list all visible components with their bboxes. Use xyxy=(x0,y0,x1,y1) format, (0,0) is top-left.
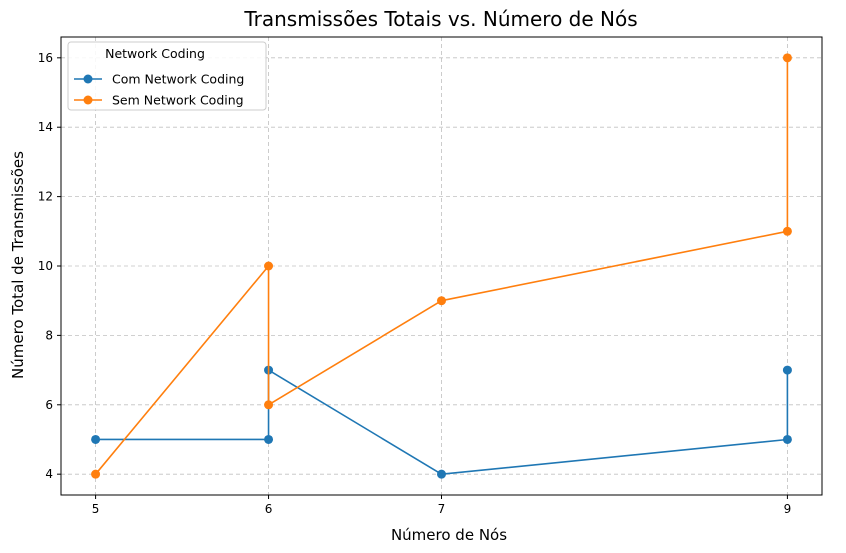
x-tick-label: 5 xyxy=(92,502,100,516)
x-tick-label: 7 xyxy=(438,502,446,516)
data-point xyxy=(782,226,792,236)
y-tick-label: 10 xyxy=(38,259,53,273)
y-tick-label: 16 xyxy=(38,51,53,65)
y-tick-label: 8 xyxy=(45,328,53,342)
data-point xyxy=(437,296,446,306)
chart-title: Transmissões Totais vs. Número de Nós xyxy=(243,7,637,31)
data-point xyxy=(91,434,101,444)
data-point xyxy=(437,469,446,479)
data-point xyxy=(264,434,274,444)
x-tick-label: 9 xyxy=(784,502,792,516)
legend-entry: Com Network Coding xyxy=(112,72,244,87)
legend: Network Coding Com Network Coding Sem Netw… xyxy=(67,41,267,111)
series-1 xyxy=(91,365,792,479)
x-axis-title: Número de Nós xyxy=(391,526,507,544)
legend-title: Network Coding xyxy=(105,46,205,61)
ticks: 5 6 7 9 4 6 8 10 12 14 16 xyxy=(38,51,792,516)
data-point xyxy=(264,400,274,410)
y-tick-label: 6 xyxy=(45,398,53,412)
series-2 xyxy=(91,53,792,479)
y-tick-label: 4 xyxy=(45,467,53,481)
legend-entry: Sem Network Coding xyxy=(112,93,244,108)
data-point xyxy=(264,261,274,271)
legend-swatch-marker xyxy=(83,95,93,105)
data-point xyxy=(782,434,792,444)
y-axis-title: Número Total de Transmissões xyxy=(9,151,27,379)
series-line xyxy=(94,57,789,475)
series-line xyxy=(95,369,789,475)
legend-swatch-marker xyxy=(83,74,93,84)
x-tick-label: 6 xyxy=(265,502,273,516)
legend-box xyxy=(67,41,267,111)
data-point xyxy=(782,365,792,375)
data-point xyxy=(782,53,792,63)
data-point xyxy=(91,469,101,479)
series-layer xyxy=(91,53,792,479)
y-tick-label: 14 xyxy=(38,120,53,134)
y-tick-label: 12 xyxy=(38,190,53,204)
